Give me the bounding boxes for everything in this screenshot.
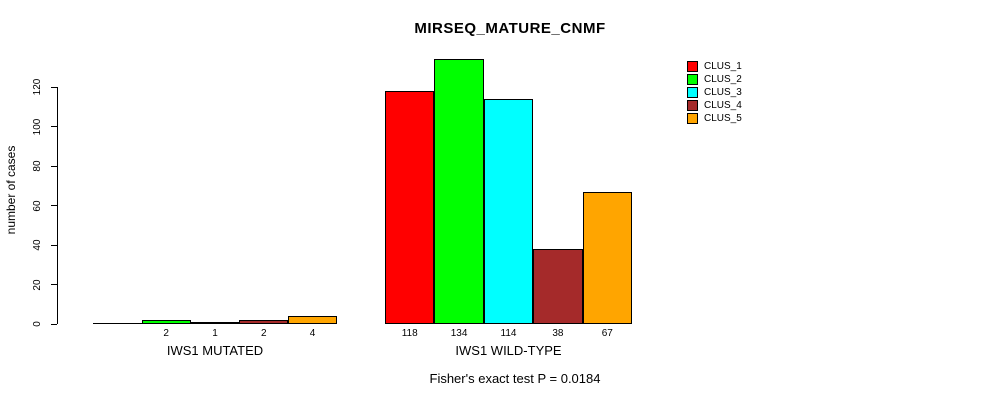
legend-item-clus_4: CLUS_4 (687, 100, 742, 111)
y-tick-label: 120 (32, 78, 43, 96)
fisher-test-annotation: Fisher's exact test P = 0.0184 (429, 371, 601, 386)
bar-clus_5-iws1-wild-type (582, 192, 632, 324)
bar-clus_2-iws1-wild-type (434, 59, 484, 324)
y-tick (51, 165, 57, 167)
y-tick (51, 126, 57, 127)
bar-value-label: 67 (601, 328, 613, 339)
legend-swatch-clus_2 (687, 74, 698, 85)
bar-value-label: 2 (261, 328, 267, 339)
bar-clus_1-iws1-mutated (93, 323, 142, 324)
chart-title: MIRSEQ_MATURE_CNMF (414, 20, 606, 37)
legend-item-clus_3: CLUS_3 (687, 87, 742, 98)
y-tick (51, 284, 57, 285)
legend-label: CLUS_3 (704, 87, 742, 98)
bar-value-label: 134 (450, 328, 468, 339)
y-axis-line (57, 87, 58, 324)
bar-clus_3-iws1-mutated (190, 322, 240, 324)
y-tick-label: 100 (32, 118, 43, 135)
legend-swatch-clus_3 (687, 87, 698, 98)
legend: CLUS_1 CLUS_2 CLUS_3 CLUS_4 CLUS_5 (687, 61, 742, 124)
y-tick-label: 40 (32, 239, 43, 251)
bar-value-label: 1 (212, 328, 218, 339)
y-tick (51, 323, 57, 325)
y-tick-label: 20 (32, 278, 43, 291)
bar-value-label: 114 (500, 328, 517, 339)
legend-swatch-clus_1 (687, 61, 698, 72)
bar-value-label: 4 (309, 328, 316, 339)
bar-clus_3-iws1-wild-type (483, 99, 534, 324)
y-tick (51, 205, 57, 206)
bar-clus_4-iws1-mutated (239, 320, 289, 324)
bar-value-label: 38 (552, 328, 564, 339)
legend-item-clus_1: CLUS_1 (687, 61, 742, 72)
legend-label: CLUS_2 (704, 74, 742, 85)
x-group-label: IWS1 MUTATED (166, 343, 264, 358)
y-tick-label: 80 (32, 160, 43, 172)
y-tick-label: 60 (32, 199, 43, 212)
bar-clus_2-iws1-mutated (141, 320, 191, 324)
bar-clus_5-iws1-mutated (288, 316, 337, 324)
legend-swatch-clus_4 (687, 100, 698, 111)
bar-clus_1-iws1-wild-type (385, 91, 435, 324)
legend-label: CLUS_5 (704, 113, 742, 124)
legend-swatch-clus_5 (687, 113, 698, 124)
legend-label: CLUS_4 (704, 100, 742, 111)
x-group-label: IWS1 WILD-TYPE (455, 343, 562, 358)
y-tick (51, 86, 57, 88)
bar-value-label: 118 (401, 328, 418, 339)
bar-clus_4-iws1-wild-type (533, 249, 583, 324)
y-tick (51, 244, 57, 246)
bar-value-label: 2 (163, 328, 169, 339)
legend-item-clus_2: CLUS_2 (687, 74, 742, 85)
legend-item-clus_5: CLUS_5 (687, 113, 742, 124)
y-axis-label: number of cases (4, 145, 18, 235)
y-tick-label: 0 (32, 321, 43, 327)
legend-label: CLUS_1 (704, 61, 742, 72)
